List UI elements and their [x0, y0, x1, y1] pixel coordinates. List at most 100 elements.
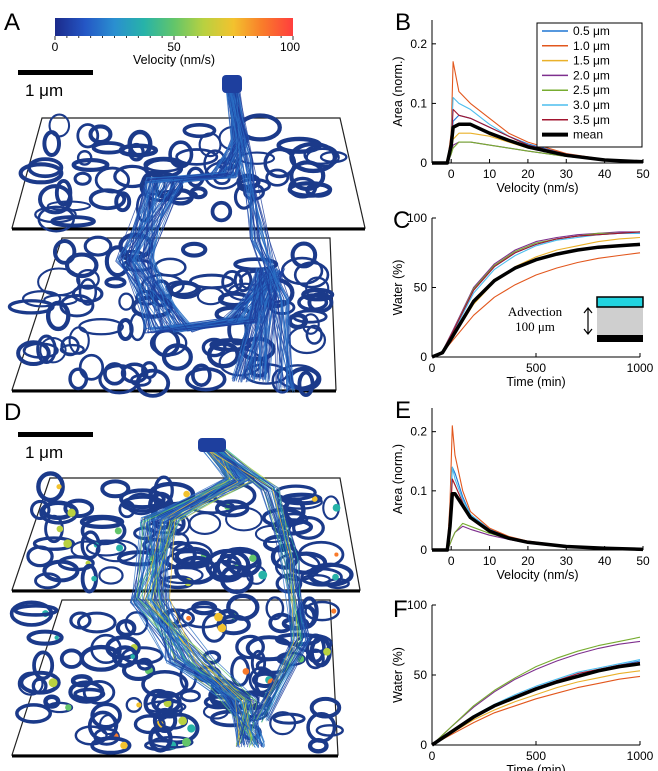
pore-cell	[90, 633, 122, 664]
streamline	[136, 442, 262, 745]
junction-hotspot	[217, 623, 227, 633]
pore-cell	[118, 292, 135, 311]
junction-hotspot	[311, 496, 318, 502]
pore-cell	[191, 363, 212, 387]
streamline	[225, 78, 289, 392]
pore-cell	[32, 650, 55, 681]
junction-hotspot	[48, 678, 58, 688]
x-tick-label: 0	[429, 361, 436, 375]
junction-hotspot	[214, 612, 223, 622]
streamline	[209, 442, 295, 723]
junction-hotspot	[56, 525, 64, 533]
pore-cell	[143, 156, 185, 173]
junction-hotspot	[183, 490, 190, 498]
pore-cell	[301, 287, 335, 302]
colorbar-tick-50: 50	[167, 40, 181, 54]
series-line-radius	[431, 675, 641, 746]
pore-cell	[219, 546, 261, 570]
pore-cell	[161, 343, 193, 371]
pore-cell	[151, 735, 194, 749]
pore-cell	[305, 648, 325, 670]
series-line-radius	[431, 661, 641, 746]
pore-cell	[18, 162, 64, 185]
pore-cell	[90, 736, 132, 755]
inset-bottom-reservoir	[597, 335, 643, 342]
y-tick-label: 0.2	[410, 425, 427, 439]
chart-c: 0 500 1000 0 50 100 Time (min) Water (%)	[391, 211, 654, 389]
colorbar: 0 50 100 Velocity (nm/s)	[52, 18, 300, 67]
chart-e: 0 10 20 30 40 50 0 0.1 0.2 Velocity (nm/s) Area (n…	[391, 408, 650, 582]
x-tick-label: 40	[598, 554, 612, 568]
pore-cell	[191, 600, 218, 616]
pore-cell	[26, 545, 54, 568]
pore-cell	[189, 186, 208, 200]
pore-cell	[179, 689, 201, 703]
pore-cell	[210, 200, 233, 223]
pore-cell	[272, 712, 306, 725]
pore-cell	[42, 559, 80, 583]
panel-d-streamlines	[129, 438, 311, 749]
pore-cell	[52, 239, 77, 265]
pore-cell	[148, 481, 196, 507]
inset-distance-label: 100 μm	[515, 319, 555, 334]
junction-hotspot	[187, 724, 196, 733]
series-line-radius	[432, 478, 644, 551]
streamline	[159, 442, 264, 748]
x-tick-label: 30	[560, 554, 574, 568]
x-tick-label: 20	[521, 167, 535, 181]
streamline	[235, 80, 286, 389]
streamline	[205, 442, 305, 721]
pore-cell	[139, 171, 184, 203]
pore-cell	[36, 471, 65, 503]
legend: 0.5 μm1.0 μm1.5 μm2.0 μm2.5 μm3.0 μm3.5 …	[536, 22, 643, 148]
column-bundle-d	[198, 438, 226, 452]
pore-cell	[214, 499, 250, 518]
streamline	[121, 81, 266, 379]
x-axis-label: Time (min)	[506, 763, 565, 771]
pore-cell	[71, 284, 104, 304]
pore-cell	[37, 205, 75, 233]
streamline	[160, 445, 256, 748]
junction-hotspot	[63, 539, 72, 548]
junction-hotspot	[242, 668, 250, 675]
series-line-radius	[431, 660, 641, 746]
pore-cell	[88, 124, 113, 145]
pore-cell	[43, 694, 61, 709]
pore-cell	[83, 235, 113, 257]
pore-cell	[26, 629, 64, 646]
pore-cell	[15, 703, 53, 724]
series-line-radius	[432, 425, 644, 551]
pore-cell	[125, 492, 157, 516]
x-tick-label: 500	[526, 361, 546, 375]
pore-cell	[64, 252, 99, 279]
pore-cell	[288, 176, 318, 199]
pore-cell	[54, 179, 73, 207]
y-tick-label: 0.1	[410, 96, 427, 110]
y-tick-label: 50	[414, 281, 428, 295]
colorbar-label: Velocity (nm/s)	[133, 53, 215, 67]
pore-cell	[133, 714, 166, 735]
x-tick-label: 0	[448, 167, 455, 181]
advection-inset: Advection 100 μm	[508, 296, 644, 342]
junction-hotspot	[56, 484, 62, 490]
pore-cell	[297, 293, 329, 312]
pore-cell	[136, 657, 153, 671]
pore-cell	[198, 132, 222, 158]
y-tick-label: 100	[407, 598, 427, 612]
streamline	[235, 78, 282, 393]
y-tick-label: 0	[420, 738, 427, 752]
y-tick-label: 50	[414, 668, 428, 682]
x-tick-label: 40	[598, 167, 612, 181]
junction-hotspot	[182, 737, 191, 747]
pore-cell	[98, 566, 124, 585]
pore-cell	[265, 168, 290, 187]
series-line-radius	[431, 659, 641, 746]
x-tick-label: 10	[483, 554, 497, 568]
junction-hotspot	[116, 544, 124, 552]
scalebar-d	[18, 432, 93, 437]
streamline	[139, 79, 258, 379]
pore-cell	[118, 500, 136, 519]
pore-cell	[175, 148, 219, 166]
chart-b: 0 10 20 30 40 50 0 0.1 0.2 Velocity (nm/s) Area (n…	[391, 20, 650, 195]
streamline	[225, 79, 287, 390]
